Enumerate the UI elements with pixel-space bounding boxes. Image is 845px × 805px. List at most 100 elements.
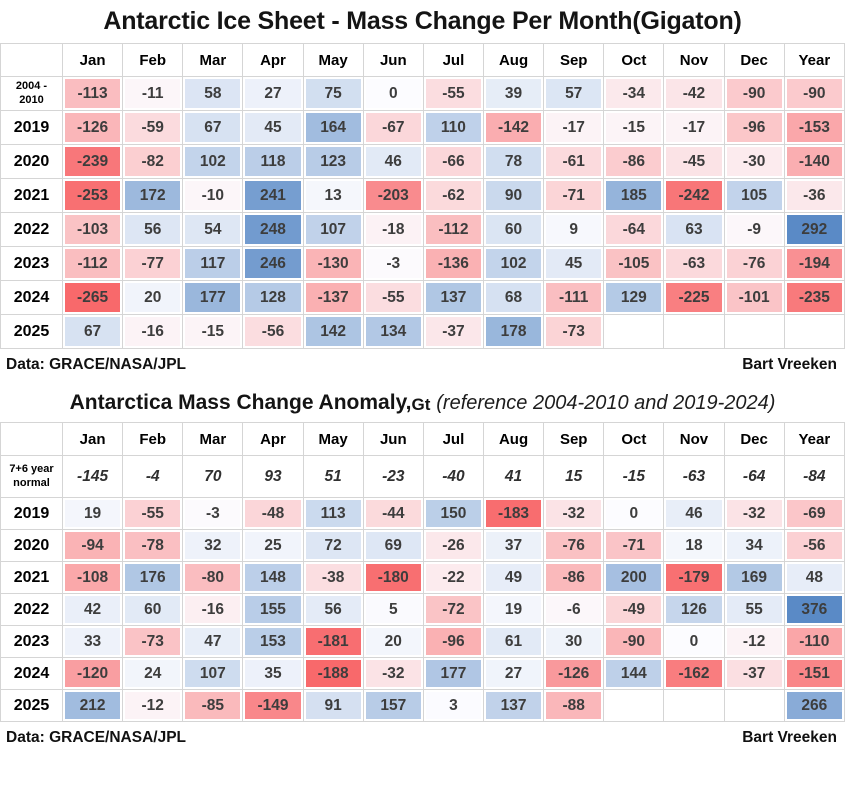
mass-anomaly-table: Jan Feb Mar Apr May Jun Jul Aug Sep Oct Nov Dec Year… [0, 422, 845, 722]
value-cell: -96 [723, 110, 785, 145]
value-cell: -3 [182, 497, 244, 530]
value-cell: -145 [61, 455, 124, 498]
value-cell: 177 [422, 657, 484, 690]
value-cell: 27 [242, 76, 304, 111]
value-cell: 57 [543, 76, 605, 111]
value-cell: -9 [723, 212, 785, 247]
column-header-row: Jan Feb Mar Apr May Jun Jul Aug Sep Oct Nov Dec Year [0, 43, 845, 77]
value-cell [663, 689, 725, 722]
value-cell: -82 [122, 144, 184, 179]
value-cell: 134 [362, 314, 424, 349]
value-cell: -188 [302, 657, 364, 690]
table-row: 2019 -126 -59 67 45 164 -67 110 -142 -17 -15 -17 -96… [0, 110, 845, 145]
value-cell: 241 [242, 178, 304, 213]
value-cell: 41 [482, 455, 545, 498]
value-cell: -88 [543, 689, 605, 722]
value-cell: 169 [723, 561, 785, 594]
value-cell: 69 [362, 529, 424, 562]
value-cell: 60 [122, 593, 184, 626]
value-cell: -10 [182, 178, 244, 213]
table-row: 2004 - 2010 -113 -11 58 27 75 0 -55 39 57 -34 -42 -9… [0, 76, 845, 111]
value-cell: 19 [482, 593, 545, 626]
value-cell: -56 [783, 529, 845, 562]
value-cell: 46 [663, 497, 725, 530]
value-cell: -96 [422, 625, 484, 658]
anomaly-title: Antarctica Mass Change Anomaly,Gt (refer… [0, 391, 845, 415]
value-cell: 67 [182, 110, 244, 145]
month-header: Apr [242, 43, 304, 77]
value-cell: 61 [482, 625, 545, 658]
value-cell: 117 [182, 246, 244, 281]
value-cell: -108 [61, 561, 124, 594]
value-cell: -71 [543, 178, 605, 213]
table-row: 2022 42 60 -16 155 56 5 -72 19 -6 -49 126 55 376 [0, 593, 845, 626]
month-header: Mar [182, 422, 244, 456]
value-cell: -63 [663, 246, 725, 281]
value-cell: -76 [543, 529, 605, 562]
value-cell: -71 [603, 529, 665, 562]
value-cell: 90 [482, 178, 545, 213]
value-cell: 63 [663, 212, 725, 247]
value-cell: -16 [122, 314, 184, 349]
value-cell: 91 [302, 689, 364, 722]
value-cell: -265 [61, 280, 124, 315]
value-cell: -22 [422, 561, 484, 594]
value-cell: -49 [603, 593, 665, 626]
value-cell: 176 [122, 561, 184, 594]
row-label: 2004 - 2010 [0, 76, 63, 111]
value-cell: -32 [362, 657, 424, 690]
value-cell: -126 [543, 657, 605, 690]
month-header: Year [783, 422, 845, 456]
value-cell: -181 [302, 625, 364, 658]
value-cell: -69 [783, 497, 845, 530]
value-cell: 144 [603, 657, 665, 690]
table-row: 2025 67 -16 -15 -56 142 134 -37 178 -73 [0, 314, 845, 349]
value-cell: 37 [482, 529, 545, 562]
value-cell: 49 [482, 561, 545, 594]
value-cell: 35 [242, 657, 304, 690]
value-cell: -90 [783, 76, 845, 111]
value-cell: 113 [302, 497, 364, 530]
value-cell: -105 [603, 246, 665, 281]
month-header: Aug [482, 43, 545, 77]
month-header: Jan [61, 422, 124, 456]
value-cell: -64 [603, 212, 665, 247]
value-cell: -3 [362, 246, 424, 281]
value-cell: -203 [362, 178, 424, 213]
page-title: Antarctic Ice Sheet - Mass Change Per Mo… [103, 7, 742, 35]
value-cell: -48 [242, 497, 304, 530]
value-cell: 5 [362, 593, 424, 626]
value-cell: -112 [61, 246, 124, 281]
row-label: 2023 [0, 246, 63, 281]
value-cell: -36 [783, 178, 845, 213]
value-cell: -84 [783, 455, 845, 498]
value-cell: 178 [482, 314, 545, 349]
row-label: 2019 [0, 497, 63, 530]
author-label: Bart Vreeken [742, 356, 837, 373]
value-cell: 45 [242, 110, 304, 145]
table-row: 2023 -112 -77 117 246 -130 -3 -136 102 45 -105 -63-… [0, 246, 845, 281]
month-header: Sep [543, 422, 605, 456]
value-cell: 54 [182, 212, 244, 247]
value-cell: -32 [723, 497, 785, 530]
value-cell: 153 [242, 625, 304, 658]
value-cell: -85 [182, 689, 244, 722]
value-cell: 0 [663, 625, 725, 658]
anomaly-title-unit: Gt [411, 395, 431, 414]
table-row: 7+6 year normal -145 -4 70 93 51 -23 -40 41 15 -15… [0, 455, 845, 498]
value-cell: -126 [61, 110, 124, 145]
value-cell: -153 [783, 110, 845, 145]
value-cell: 55 [723, 593, 785, 626]
value-cell: -12 [122, 689, 184, 722]
value-cell: 148 [242, 561, 304, 594]
value-cell: 67 [61, 314, 124, 349]
value-cell: -80 [182, 561, 244, 594]
row-label: 2020 [0, 529, 63, 562]
value-cell: 185 [603, 178, 665, 213]
value-cell: -55 [362, 280, 424, 315]
value-cell: 0 [603, 497, 665, 530]
table-row: 2020 -94 -78 32 25 72 69 -26 37 -76 -71 18 34 -56 [0, 529, 845, 562]
value-cell [603, 689, 665, 722]
value-cell: 20 [122, 280, 184, 315]
value-cell: -113 [61, 76, 124, 111]
